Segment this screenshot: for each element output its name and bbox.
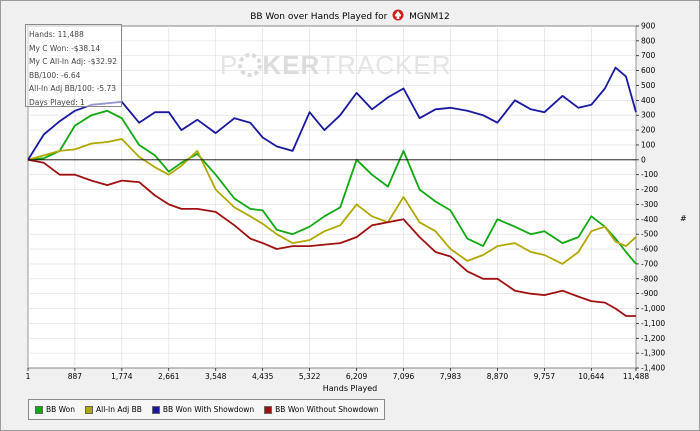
info-allin-bb100: All-In Adj BB/100: -5.73 bbox=[29, 84, 117, 93]
x-tick-label: 5,322 bbox=[299, 372, 321, 381]
y-tick-label: -500 bbox=[641, 230, 658, 239]
player-name: MGNM12 bbox=[409, 12, 450, 22]
x-tick-label: 2,661 bbox=[158, 372, 180, 381]
chart-title-text: BB Won over Hands Played for bbox=[250, 12, 388, 22]
info-c-won: My C Won: -$38.14 bbox=[29, 43, 101, 53]
x-tick-label: 7,096 bbox=[393, 372, 415, 381]
legend-label: BB Won With Showdown bbox=[162, 405, 255, 414]
x-tick-label: 6,209 bbox=[346, 372, 368, 381]
x-tick-label: 8,870 bbox=[487, 372, 509, 381]
y-tick-label: -400 bbox=[641, 215, 658, 224]
info-c-allin: My C All-In Adj: -$32.92 bbox=[29, 57, 117, 66]
y-tick-label: -1,100 bbox=[641, 319, 665, 328]
legend-item-bb-won-without-showdown[interactable]: BB Won Without Showdown bbox=[264, 405, 379, 414]
pokertracker-watermark: P KERTRACKER bbox=[220, 50, 452, 81]
y-tick-label: -600 bbox=[641, 245, 658, 254]
info-hands: Hands: 11,488 bbox=[29, 30, 84, 39]
y-tick-label: 400 bbox=[641, 96, 656, 105]
legend-swatch bbox=[85, 405, 93, 414]
legend-label: BB Won Without Showdown bbox=[275, 405, 379, 414]
x-tick-label: 9,757 bbox=[534, 372, 556, 381]
info-days: Days Played: 1 bbox=[29, 97, 85, 107]
y-tick-label: -900 bbox=[641, 289, 658, 298]
legend-label: All-In Adj BB bbox=[96, 405, 142, 414]
legend-swatch bbox=[35, 405, 43, 414]
series-line-1 bbox=[27, 138, 637, 265]
y-tick-label: -300 bbox=[641, 200, 658, 209]
y-tick-label: 500 bbox=[641, 81, 656, 90]
info-bb100: BB/100: -6.64 bbox=[29, 70, 81, 80]
y-axis-label: # bbox=[680, 214, 687, 223]
y-tick-label: 200 bbox=[641, 126, 656, 135]
x-tick-label: 11,488 bbox=[623, 372, 649, 381]
chart-title: BB Won over Hands Played for MGNM12 bbox=[0, 9, 700, 22]
x-tick-label: 10,644 bbox=[578, 372, 604, 381]
x-tick-label: 1 bbox=[26, 372, 31, 381]
x-axis-label: Hands Played bbox=[322, 384, 378, 393]
watermark-p: P bbox=[220, 50, 239, 80]
chart-legend: BB Won All-In Adj BB BB Won With Showdow… bbox=[28, 399, 385, 420]
series-lines bbox=[27, 66, 637, 317]
x-tick-label: 887 bbox=[68, 372, 83, 381]
y-tick-label: 800 bbox=[641, 36, 656, 45]
y-tick-label: 700 bbox=[641, 51, 656, 60]
y-tick-label: -800 bbox=[641, 274, 658, 283]
y-tick-label: -1,300 bbox=[641, 349, 665, 358]
legend-item-allin-adj-bb[interactable]: All-In Adj BB bbox=[85, 405, 142, 414]
x-tick-label: 7,983 bbox=[440, 372, 462, 381]
legend-item-bb-won-showdown[interactable]: BB Won With Showdown bbox=[151, 405, 255, 414]
series-line-2 bbox=[27, 66, 637, 161]
plot-area bbox=[27, 25, 637, 369]
legend-swatch bbox=[264, 405, 273, 414]
y-tick-label: -1,200 bbox=[641, 334, 665, 343]
y-tick-label: 0 bbox=[641, 155, 646, 164]
x-tick-label: 4,435 bbox=[252, 372, 274, 381]
y-tick-label: 300 bbox=[641, 111, 656, 120]
series-line-0 bbox=[27, 109, 637, 265]
x-tick-label: 3,548 bbox=[205, 372, 227, 381]
legend-swatch bbox=[151, 405, 160, 414]
y-tick-label: -200 bbox=[641, 185, 658, 194]
y-tick-label: 900 bbox=[641, 22, 656, 31]
legend-item-bb-won[interactable]: BB Won bbox=[35, 405, 75, 414]
watermark-tracker: TRACKER bbox=[320, 50, 452, 80]
y-tick-label: 600 bbox=[641, 66, 656, 75]
y-tick-label: -1,400 bbox=[641, 364, 665, 373]
y-tick-label: -100 bbox=[641, 170, 658, 179]
spade-logo-icon bbox=[392, 9, 404, 21]
legend-label: BB Won bbox=[46, 405, 75, 414]
axes: 1 887 1,774 2,661 3,548 4,435 5,322 6,209 7,096 7… bbox=[26, 22, 666, 382]
watermark-ker: KER bbox=[262, 50, 321, 80]
y-tick-label: -700 bbox=[641, 259, 658, 268]
y-tick-label: -1,000 bbox=[641, 304, 665, 313]
series-line-3 bbox=[27, 158, 636, 317]
chip-icon bbox=[238, 53, 263, 77]
x-tick-label: 1,774 bbox=[111, 372, 133, 381]
stats-info-box: Hands: 11,488 My C Won: -$38.14 My C All… bbox=[25, 24, 122, 107]
y-tick-label: 100 bbox=[641, 140, 656, 149]
